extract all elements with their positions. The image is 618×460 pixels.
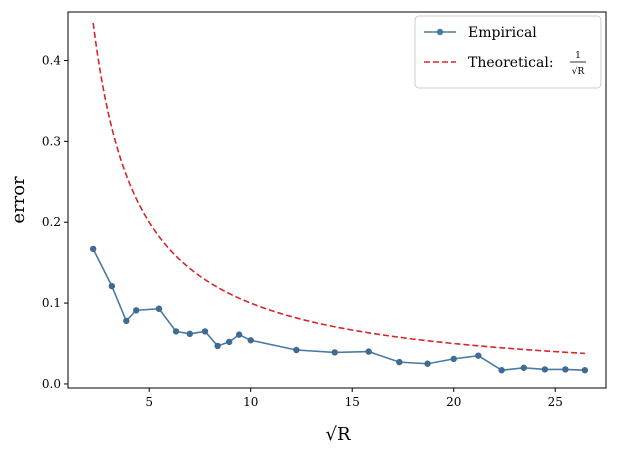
empirical-line: [92, 248, 585, 372]
plot-frame: [67, 11, 607, 389]
empirical-point: [365, 348, 372, 355]
x-tick-label: 15: [345, 395, 360, 409]
plot-area: [89, 22, 589, 374]
formula-denominator: √R: [572, 66, 585, 77]
empirical-point: [226, 338, 233, 346]
empirical-point: [201, 328, 209, 335]
empirical-point: [581, 367, 589, 374]
empirical-point: [172, 328, 180, 335]
legend-empirical-marker: [436, 28, 444, 36]
x-tick-label: 10: [243, 395, 258, 409]
empirical-point: [214, 342, 221, 350]
y-tick-label: 0.2: [42, 215, 61, 229]
y-tick-label: 0.0: [42, 377, 61, 391]
empirical-point: [235, 331, 243, 338]
axis-ticks: 5 10 15 20 25 0.0 0.1 0.2 0.3 0.4: [42, 54, 563, 409]
theoretical-curve: [92, 22, 585, 355]
y-tick-label: 0.4: [42, 54, 61, 68]
empirical-point: [450, 355, 457, 363]
x-tick-label: 20: [446, 395, 461, 409]
legend-theoretical-label: Theoretical:: [468, 55, 554, 71]
empirical-point: [475, 352, 482, 359]
legend-theoretical-formula: 1 √R: [570, 51, 586, 77]
empirical-point: [498, 367, 505, 374]
empirical-point: [155, 305, 163, 312]
empirical-point: [562, 366, 569, 373]
empirical-point: [541, 366, 549, 373]
empirical-point: [424, 360, 431, 367]
empirical-point: [108, 282, 116, 290]
empirical-point: [123, 317, 130, 325]
y-tick-label: 0.3: [42, 134, 61, 148]
empirical-point: [247, 337, 254, 344]
legend-box: [414, 15, 602, 89]
y-axis-label: error: [8, 176, 29, 224]
formula-numerator: 1: [575, 51, 581, 61]
x-axis-label: √R: [325, 424, 350, 445]
x-tick-label: 5: [145, 395, 153, 409]
empirical-point: [331, 349, 338, 356]
legend-empirical-label: Empirical: [468, 25, 537, 41]
y-tick-label: 0.1: [42, 296, 61, 310]
empirical-point: [89, 245, 97, 253]
empirical-point: [293, 346, 300, 354]
empirical-point: [520, 364, 527, 371]
x-tick-label: 25: [548, 395, 563, 409]
empirical-point: [186, 330, 194, 338]
empirical-point: [396, 358, 403, 366]
empirical-point: [133, 307, 140, 314]
x-axis-label-text: √R: [325, 424, 350, 445]
legend: Empirical Theoretical: 1 √R: [414, 15, 602, 89]
